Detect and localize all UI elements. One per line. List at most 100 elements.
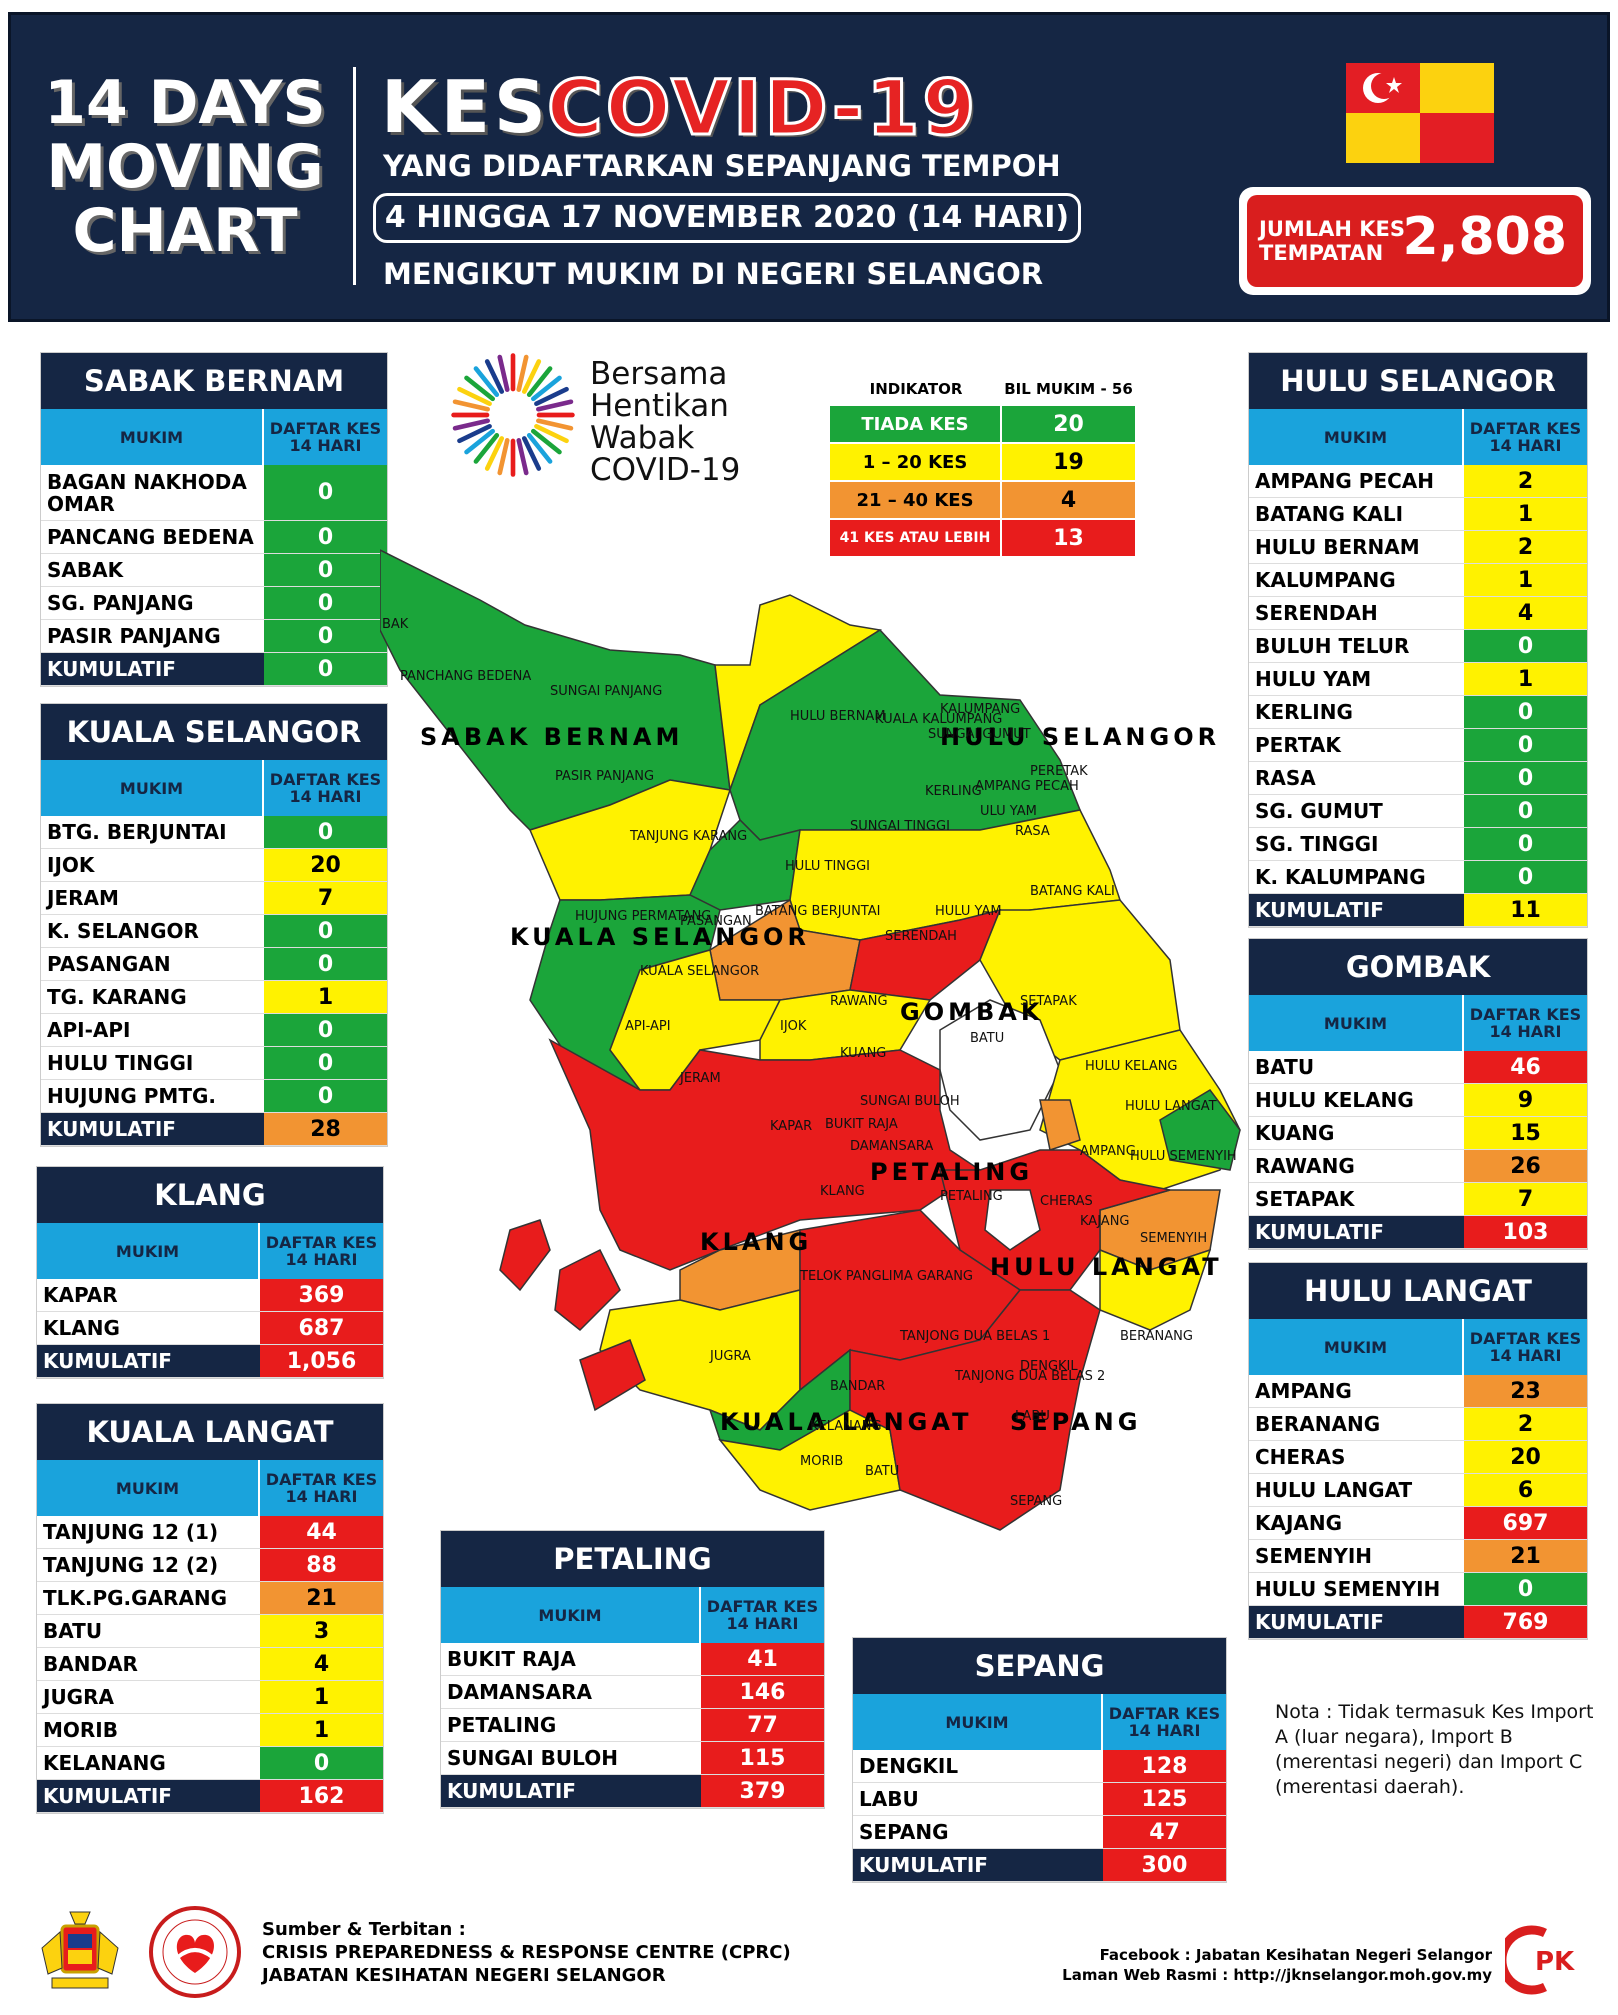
logo-ray	[457, 386, 492, 407]
cprc-logo-icon: PK	[1505, 1925, 1575, 1995]
mukim-label: PETALING	[940, 1189, 1003, 1204]
indicator-header: INDIKATOR BIL MUKIM - 56	[830, 372, 1135, 406]
mukim-label: TANJUNG KARANG	[629, 829, 747, 844]
column-cases: DAFTAR KES 14 HARI	[269, 419, 382, 455]
table-row: LABU 125	[853, 1783, 1226, 1816]
table-total-row: KUMULATIF 11	[1249, 894, 1587, 927]
logo-line: COVID-19	[590, 452, 741, 488]
header-subtitle-2: MENGIKUT MUKIM DI NEGERI SELANGOR	[383, 257, 1044, 291]
mukim-label: KAPAR	[770, 1119, 812, 1134]
table-hulu-selangor: HULU SELANGOR MUKIM DAFTAR KES 14 HARI AMPA…	[1248, 352, 1588, 928]
indicator-count: 4	[1002, 482, 1135, 518]
case-count: 1	[1464, 564, 1587, 596]
mukim-name: DENGKIL	[853, 1750, 1103, 1782]
mukim-name: BERANANG	[1249, 1408, 1464, 1440]
mukim-label: HULU SEMENYIH	[1130, 1149, 1237, 1164]
table-row: HUJUNG PMTG. 0	[41, 1080, 387, 1113]
kumulatif-value: 769	[1464, 1606, 1587, 1638]
logo-ray	[473, 366, 500, 397]
case-count: 0	[1464, 828, 1587, 860]
table-row: BANDAR 4	[37, 1648, 383, 1681]
table-row: K. KALUMPANG 0	[1249, 861, 1587, 894]
table-title: SABAK BERNAM	[41, 353, 387, 409]
indicator-title: INDIKATOR	[869, 380, 963, 398]
header-divider	[353, 67, 356, 285]
island-3	[579, 1339, 646, 1412]
total-cases-label: JUMLAH KES TEMPATAN	[1259, 217, 1406, 265]
district-label: KLANG	[700, 1228, 812, 1256]
title-line-1: 14 DAYS	[44, 68, 326, 138]
case-count: 26	[1464, 1150, 1587, 1182]
case-count: 0	[1464, 1573, 1587, 1605]
mukim-name: BUKIT RAJA	[441, 1643, 701, 1675]
flag-quadrant	[1420, 63, 1494, 113]
title-line-3: CHART	[72, 196, 298, 266]
case-count: 7	[1464, 1183, 1587, 1215]
kumulatif-value: 379	[701, 1775, 824, 1807]
mukim-label: MORIB	[800, 1454, 843, 1469]
mukim-label: BATANG BERJUNTAI	[755, 904, 880, 919]
table-row: BERANANG 2	[1249, 1408, 1587, 1441]
table-petaling: PETALING MUKIM DAFTAR KES 14 HARI BUKIT RAJ…	[440, 1530, 825, 1809]
region-hulu-semenyih	[1159, 1089, 1241, 1171]
indicator-rows: TIADA KES 20 1 – 20 KES 19 21 – 40 KES 4 41 KE…	[830, 406, 1135, 558]
mukim-name: LABU	[853, 1783, 1103, 1815]
logo-ray	[516, 438, 529, 476]
case-count: 0	[264, 1047, 387, 1079]
table-row: PANCANG BEDENA 0	[41, 521, 387, 554]
case-count: 0	[264, 465, 387, 520]
mukim-name: SEPANG	[853, 1816, 1103, 1848]
case-count: 0	[1464, 696, 1587, 728]
table-row: KAJANG 697	[1249, 1507, 1587, 1540]
mukim-label: CHERAS	[1040, 1194, 1093, 1209]
column-cases: DAFTAR KES 14 HARI	[269, 770, 382, 806]
case-count: 0	[264, 816, 387, 848]
mukim-name: BATANG KALI	[1249, 498, 1464, 530]
mukim-name: BTG. BERJUNTAI	[41, 816, 264, 848]
column-cases: DAFTAR KES 14 HARI	[1469, 1005, 1582, 1041]
facebook-link[interactable]: Facebook : Jabatan Kesihatan Negeri Sela…	[1099, 1946, 1492, 1964]
mukim-name: RASA	[1249, 762, 1464, 794]
kumulatif-value: 0	[264, 653, 387, 685]
header-banner: 14 DAYS MOVING CHART KES COVID-19 YANG D…	[8, 12, 1610, 322]
table-row: BATANG KALI 1	[1249, 498, 1587, 531]
website-link[interactable]: Laman Web Rasmi : http://jknselangor.moh…	[1062, 1966, 1492, 1984]
mukim-name: SEMENYIH	[1249, 1540, 1464, 1572]
mukim-label: SETAPAK	[1020, 994, 1077, 1009]
column-mukim: MUKIM	[41, 760, 264, 816]
kumulatif-value: 162	[260, 1780, 383, 1812]
case-count: 3	[260, 1615, 383, 1647]
island-1	[499, 1219, 551, 1292]
mukim-name: KAPAR	[37, 1279, 260, 1311]
table-header: MUKIM DAFTAR KES 14 HARI	[37, 1460, 383, 1516]
region-ampang	[1039, 1099, 1081, 1151]
mukim-label: SEPANG	[1010, 1494, 1062, 1509]
kumulatif-label: KUMULATIF	[441, 1775, 701, 1807]
case-count: 77	[701, 1709, 824, 1741]
mukim-label: SERENDAH	[885, 929, 957, 944]
mukim-name: SABAK	[41, 554, 264, 586]
table-title: KLANG	[37, 1167, 383, 1223]
kumulatif-label: KUMULATIF	[1249, 1216, 1464, 1248]
table-row: RASA 0	[1249, 762, 1587, 795]
table-row: IJOK 20	[41, 849, 387, 882]
mukim-label: PASIR PANJANG	[555, 769, 654, 784]
case-count: 0	[1464, 861, 1587, 893]
flag-quadrant	[1346, 113, 1420, 163]
mukim-name: HULU BERNAM	[1249, 531, 1464, 563]
table-row: KUANG 15	[1249, 1117, 1587, 1150]
mukim-name: KALUMPANG	[1249, 564, 1464, 596]
region-klang-petaling	[548, 1038, 982, 1271]
table-row: SG. PANJANG 0	[41, 587, 387, 620]
case-count: 20	[264, 849, 387, 881]
table-row: SG. GUMUT 0	[1249, 795, 1587, 828]
mukim-label: BATU	[865, 1464, 899, 1479]
case-count: 0	[264, 915, 387, 947]
footer-contacts: Facebook : Jabatan Kesihatan Negeri Sela…	[1062, 1945, 1492, 1985]
table-title: HULU LANGAT	[1249, 1263, 1587, 1319]
column-mukim: MUKIM	[853, 1694, 1103, 1750]
case-count: 115	[701, 1742, 824, 1774]
mukim-name: TLK.PG.GARANG	[37, 1582, 260, 1614]
district-label: SEPANG	[1010, 1408, 1141, 1436]
mukim-name: K. KALUMPANG	[1249, 861, 1464, 893]
